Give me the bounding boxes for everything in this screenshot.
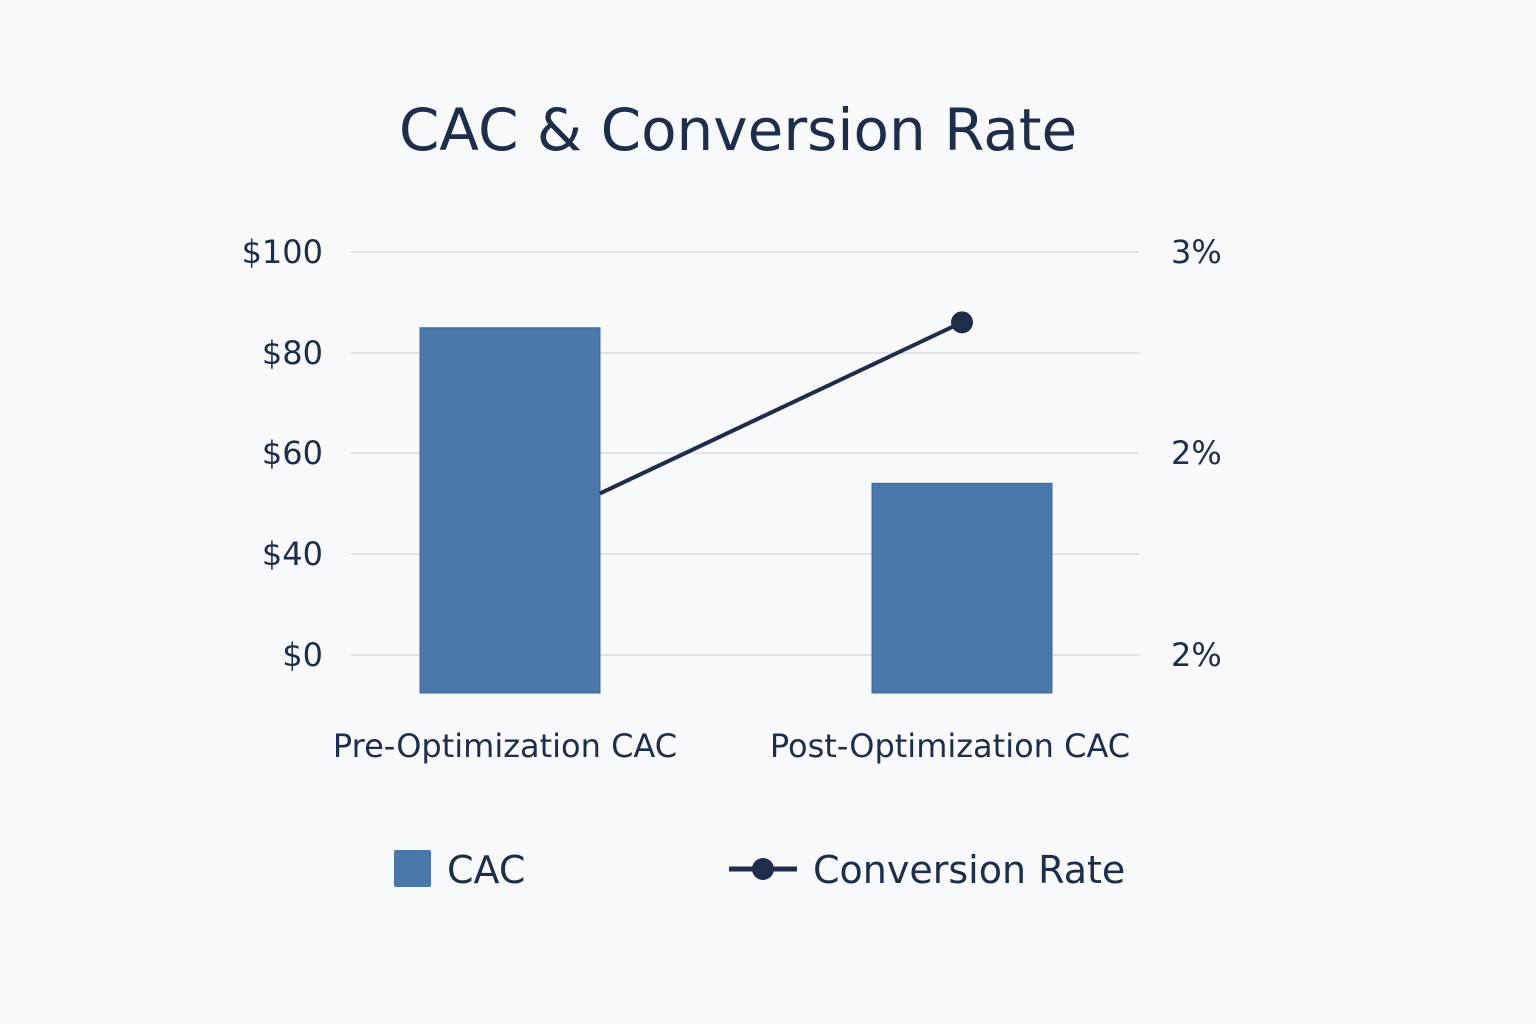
category-labels: Pre-Optimization CAC Post-Optimization CA… bbox=[333, 727, 1130, 765]
left-tick-label: $60 bbox=[262, 434, 323, 472]
legend: CAC Conversion Rate bbox=[394, 848, 1125, 892]
left-tick-label: $80 bbox=[262, 334, 323, 372]
left-tick-label: $0 bbox=[282, 636, 323, 674]
conversion-rate-line bbox=[599, 320, 963, 496]
conversion-rate-line-group bbox=[599, 311, 973, 496]
right-tick-label: 3% bbox=[1171, 233, 1222, 271]
right-axis-ticks: 2% 2% 3% bbox=[1171, 233, 1222, 674]
left-axis-ticks: $0 $40 $60 $80 $100 bbox=[242, 233, 323, 674]
cac-bar bbox=[871, 482, 1053, 694]
cac-bar bbox=[419, 327, 601, 694]
right-tick-label: 2% bbox=[1171, 636, 1222, 674]
conversion-rate-point bbox=[951, 311, 973, 334]
legend-cac-label: CAC bbox=[447, 848, 525, 892]
legend-conversion-marker bbox=[752, 858, 774, 880]
category-label: Post-Optimization CAC bbox=[770, 727, 1130, 765]
category-label: Pre-Optimization CAC bbox=[333, 727, 677, 765]
legend-conversion-label: Conversion Rate bbox=[813, 848, 1125, 892]
right-tick-label: 2% bbox=[1171, 434, 1222, 472]
legend-cac-swatch bbox=[394, 850, 431, 887]
chart-title: CAC & Conversion Rate bbox=[399, 96, 1077, 164]
cac-bars bbox=[419, 327, 1053, 694]
left-tick-label: $40 bbox=[262, 535, 323, 573]
left-tick-label: $100 bbox=[242, 233, 323, 271]
